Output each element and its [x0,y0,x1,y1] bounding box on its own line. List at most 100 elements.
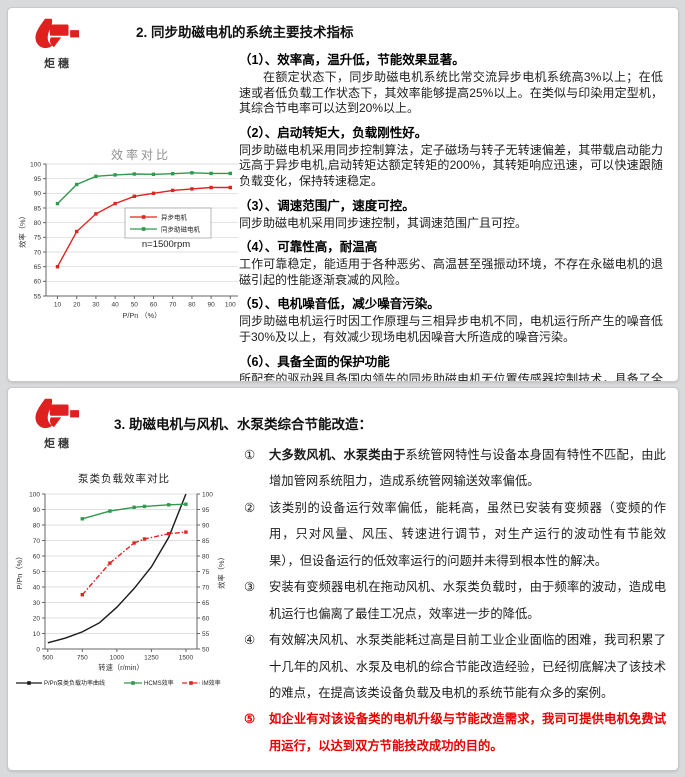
svg-text:IM效率: IM效率 [202,679,221,687]
svg-text:10: 10 [54,302,62,309]
list-item-4: ④ 有效解决风机、水泵类能耗过高是目前工业企业面临的困难，我司积累了十几年的风机… [242,627,666,706]
svg-text:转速（r/min）: 转速（r/min） [98,663,143,672]
svg-text:750: 750 [77,655,88,662]
feature-heading-6: （6）、具备全面的保护功能 [239,354,390,369]
svg-text:20: 20 [73,302,81,309]
svg-text:80: 80 [202,553,210,560]
item-number: ④ [244,633,256,648]
svg-text:60: 60 [202,615,210,622]
svg-text:P/Pn泵类负载功率曲线: P/Pn泵类负载功率曲线 [44,679,105,687]
svg-text:20: 20 [33,615,41,622]
svg-text:90: 90 [33,507,41,514]
item-body: 该类别的设备运行效率偏低，能耗高，虽然已安装有变频器（变频的作用，只对风量、风压… [269,500,666,568]
svg-text:60: 60 [150,302,158,309]
svg-text:30: 30 [92,302,100,309]
svg-text:效率对比: 效率对比 [111,147,171,162]
item-lead: 大多数风机、水泵类由于 [269,448,406,462]
svg-text:75: 75 [202,569,210,576]
svg-text:1000: 1000 [110,655,125,662]
svg-text:40: 40 [112,302,120,309]
svg-text:90: 90 [202,522,210,529]
svg-text:55: 55 [34,293,42,300]
logo-text: 炬穗 [44,438,72,450]
svg-text:75: 75 [34,235,42,242]
svg-text:100: 100 [225,302,236,309]
svg-text:40: 40 [33,584,41,591]
feature-heading-4: （4）、可靠性高，耐温高 [239,240,378,255]
svg-text:效率（%）: 效率（%） [217,553,226,589]
svg-text:100: 100 [202,491,213,498]
feature-body-3: 同步助磁电机采用同步速控制，其调速范围广且可控。 [239,215,528,230]
list-item-1: ① 大多数风机、水泵类由于系统管网特性与设备本身固有特性不匹配，由此增加管网系统… [242,442,666,495]
flame-logo-icon [35,18,80,49]
feature-body-5: 同步助磁电机运行时因工作原理与三相异步电机不同，电机运行所产生的噪音低于30%及… [239,314,663,344]
feature-body-4: 工作可靠稳定，能适用于各种恶劣、高温甚至强振动环境，不存在永磁电机的退磁引起的性… [239,257,663,287]
section2-text-column: ① 大多数风机、水泵类由于系统管网特性与设备本身固有特性不匹配，由此增加管网系统… [242,442,666,759]
svg-text:60: 60 [33,553,41,560]
svg-text:n=1500rpm: n=1500rpm [142,239,190,250]
svg-text:55: 55 [202,631,210,638]
svg-text:1250: 1250 [144,655,159,662]
feature-heading-1: （1）、效率高，温升低，节能效果显著。 [239,53,465,67]
svg-text:1500: 1500 [179,655,194,662]
svg-text:65: 65 [202,600,210,607]
svg-text:95: 95 [202,507,210,514]
item-number: ① [244,448,256,462]
section-energy-saving-retrofit: 炬穗 3. 助磁电机与风机、水泵类综合节能改造： 0 10 20 30 40 50 60 70… [7,387,679,771]
feature-body-2: 同步助磁电机采用同步控制算法，定子磁场与转子无转速偏差，其带载启动能力远高于异步… [239,142,663,188]
svg-text:泵类负载效率对比: 泵类负载效率对比 [78,472,170,485]
item-number: ⑤ [244,712,256,727]
svg-text:异步电机: 异步电机 [161,212,188,221]
svg-text:70: 70 [169,302,177,309]
svg-text:效率（%）: 效率（%） [18,212,27,248]
svg-text:30: 30 [33,600,41,607]
svg-text:70: 70 [202,584,210,591]
feature-heading-3: （3）、调速范围广，速度可控。 [239,198,415,213]
feature-heading-5: （5）、电机噪音低，减少噪音污染。 [239,297,440,312]
svg-text:60: 60 [34,279,42,286]
svg-text:P/Pn （%）: P/Pn （%） [123,311,162,320]
svg-text:90: 90 [208,302,216,309]
svg-text:100: 100 [30,161,41,168]
item-number: ② [244,500,256,515]
list-item-5-highlight: ⑤ 如企业有对该设备类的电机升级与节能改造需求，我司可提供电机免费试用运行，以达… [242,706,666,759]
feature-body-6: 所配套的驱动器具备国内领先的同步助磁电机无位置传感器控制技术，具备了全面的保护功… [239,371,663,382]
efficiency-comparison-chart: 55 60 65 70 75 80 85 90 95 100 10 20 30 40 50 60 70 80 90 1… [13,146,243,324]
svg-text:80: 80 [33,522,41,529]
section-technical-indicators: 炬穗 2. 同步助磁电机的系统主要技术指标 55 60 65 70 75 80 85 90 95… [7,7,679,382]
flame-logo-icon [35,398,80,429]
item-body: 有效解决风机、水泵类能耗过高是目前工业企业面临的困难，我司积累了十几年的风机、水… [269,633,666,700]
svg-text:85: 85 [202,538,210,545]
section2-title: 3. 助磁电机与风机、水泵类综合节能改造： [114,417,373,432]
svg-text:同步助磁电机: 同步助磁电机 [161,224,201,233]
item-body: 安装有变频器电机在拖动风机、水泵类负载时，由于频率的波动，造成电机运行也偏离了最… [269,580,666,621]
pump-load-efficiency-chart: 0 10 20 30 40 50 60 70 80 90 100 50 55 60 65 70 75 80 85 90… [12,468,234,692]
svg-text:50: 50 [33,569,41,576]
svg-text:80: 80 [34,220,42,227]
logo-text: 炬穗 [44,58,72,70]
svg-text:80: 80 [188,302,196,309]
svg-text:0: 0 [36,646,40,653]
svg-text:95: 95 [34,176,42,183]
feature-body-1: 在额定状态下，同步助磁电机系统比常交流异步电机系统高3%以上；在低速或者低负载工… [239,70,663,116]
item-body: 系统管网特性与设备本身固有特性不匹配，由此增加管网系统阻力，造成系统管网输送效率… [269,448,666,489]
svg-text:50: 50 [131,302,139,309]
svg-text:70: 70 [34,249,42,256]
svg-text:85: 85 [34,205,42,212]
item-number: ③ [244,580,256,595]
feature-heading-2: （2）、启动转矩大，负载刚性好。 [239,125,428,140]
list-item-3: ③ 安装有变频器电机在拖动风机、水泵类负载时，由于频率的波动，造成电机运行也偏离… [242,574,666,627]
svg-text:500: 500 [42,655,53,662]
svg-text:HCMS效率: HCMS效率 [144,679,174,687]
section1-title: 2. 同步助磁电机的系统主要技术指标 [136,25,354,40]
svg-text:90: 90 [34,191,42,198]
svg-text:100: 100 [29,491,40,498]
list-item-2: ② 该类别的设备运行效率偏低，能耗高，虽然已安装有变频器（变频的作用，只对风量、… [242,495,666,574]
section1-text-column: （1）、效率高，温升低，节能效果显著。 在额定状态下，同步助磁电机系统比常交流异… [239,44,663,382]
svg-text:65: 65 [34,264,42,271]
svg-text:70: 70 [33,538,41,545]
svg-text:P/Pn（%）: P/Pn（%） [15,553,24,590]
company-logo: 炬穗 [26,398,90,451]
svg-text:10: 10 [33,631,41,638]
item-body: 如企业有对该设备类的电机升级与节能改造需求，我司可提供电机免费试用运行，以达到双… [269,712,666,753]
